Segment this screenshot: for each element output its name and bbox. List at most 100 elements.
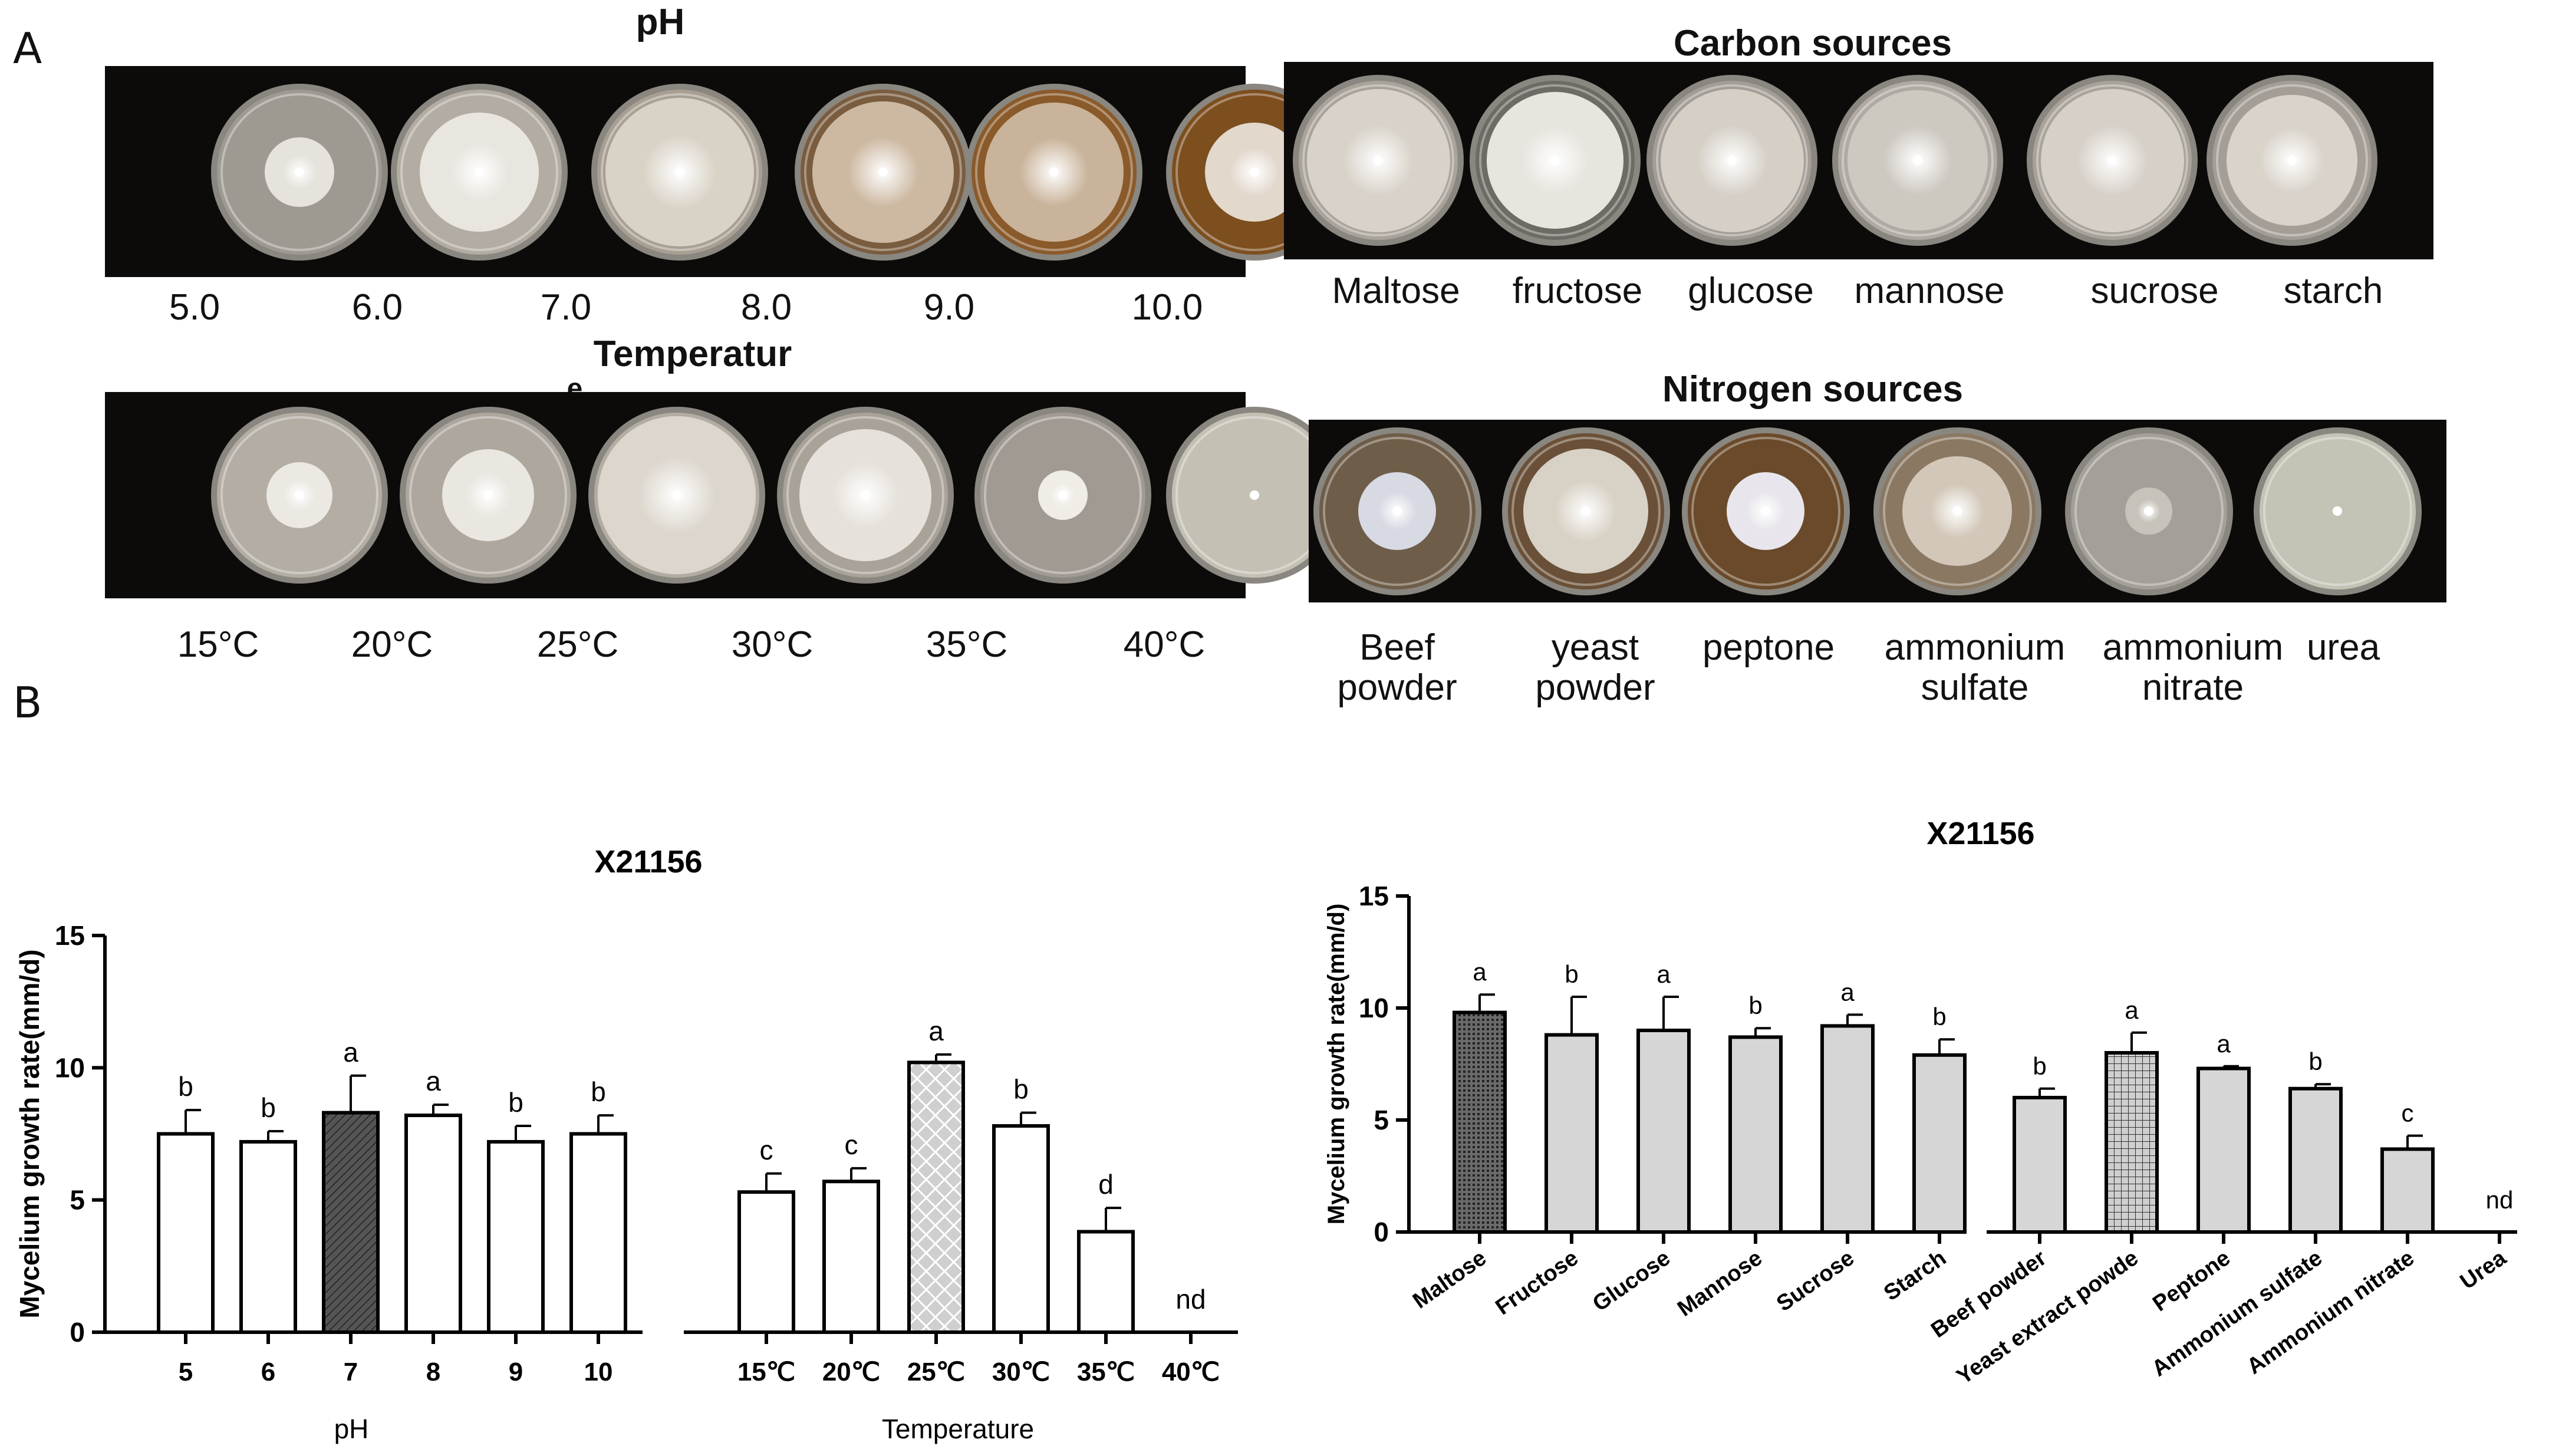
- x-tick-label: Fructose: [1491, 1246, 1583, 1320]
- x-group-label: pH: [334, 1414, 369, 1444]
- bar: [404, 1114, 462, 1334]
- inoculum-plug: [878, 167, 888, 177]
- dish-rim: [601, 93, 759, 251]
- petri-dish: [2027, 75, 2198, 246]
- plate-label: Maltose: [1332, 271, 1460, 311]
- inoculum-plug: [295, 167, 304, 177]
- petri-dish: [211, 407, 388, 584]
- bar: [2380, 1147, 2435, 1234]
- chart-title: X21156: [1926, 816, 2034, 851]
- plate-label: 15°C: [177, 624, 259, 665]
- significance-letter: b: [178, 1071, 193, 1102]
- petri-dish: [211, 84, 388, 261]
- dish-rim: [2216, 84, 2368, 236]
- bar: [1728, 1035, 1783, 1234]
- x-tick-label: 10: [584, 1358, 613, 1386]
- x-tick-label: 15℃: [737, 1358, 795, 1386]
- nitrogen-section-title: Nitrogen sources: [1662, 369, 1963, 410]
- plate-label: 6.0: [351, 287, 403, 328]
- petri-dish: [391, 84, 568, 261]
- bar: [1820, 1024, 1875, 1234]
- significance-letter: a: [2217, 1030, 2231, 1058]
- dish-rim: [1882, 436, 2032, 586]
- petri-dish: [591, 84, 768, 261]
- x-tick-label: Ammonium nitrate: [2242, 1246, 2419, 1379]
- significance-letter: c: [760, 1135, 773, 1165]
- panel-label-a: A: [13, 24, 42, 73]
- bar: [1544, 1033, 1599, 1234]
- plate-label: mannose: [1854, 271, 2005, 311]
- bar: [2105, 1051, 2159, 1234]
- y-tick-label: 0: [70, 1317, 85, 1348]
- petri-dish: [1646, 75, 1817, 246]
- inoculum-plug: [483, 490, 493, 500]
- significance-letter: a: [1656, 960, 1671, 988]
- y-tick-label: 0: [1374, 1217, 1389, 1247]
- plate-label: 25°C: [536, 624, 619, 665]
- inoculum-plug: [1761, 506, 1770, 516]
- plate-label: 9.0: [923, 287, 975, 328]
- plate-label: 8.0: [740, 287, 792, 328]
- x-tick-label: 6: [261, 1358, 275, 1386]
- inoculum-plug: [2107, 156, 2117, 165]
- dish-rim: [1322, 436, 1472, 586]
- petri-dish: [777, 407, 954, 584]
- bar: [1912, 1053, 1967, 1234]
- significance-letter: c: [2402, 1099, 2414, 1127]
- petri-dish: [588, 407, 765, 584]
- petri-dish: [1873, 427, 2041, 595]
- inoculum-plug: [672, 490, 681, 500]
- plate-label: yeast powder: [1535, 627, 1655, 709]
- petri-dish: [1470, 75, 1641, 246]
- significance-letter: a: [426, 1066, 441, 1096]
- bar: [239, 1139, 297, 1335]
- petri-dish: [2207, 75, 2377, 246]
- dish-rim: [786, 416, 944, 574]
- x-tick-label: Ammonium sulfate: [2148, 1246, 2327, 1382]
- dish-rim: [2263, 436, 2412, 586]
- plate-label: Beef powder: [1337, 627, 1457, 709]
- significance-letter: b: [2033, 1052, 2046, 1080]
- significance-letter: b: [2308, 1047, 2322, 1075]
- ph-plates-photo: [105, 66, 1343, 277]
- inoculum-plug: [861, 490, 870, 500]
- petri-dish: [1313, 427, 1481, 595]
- inoculum-plug: [1250, 490, 1259, 500]
- petri-dish: [400, 407, 577, 584]
- significance-letter: nd: [1175, 1284, 1206, 1315]
- plate-label: 35°C: [926, 624, 1008, 665]
- inoculum-plug: [475, 167, 484, 177]
- inoculum-plug: [295, 490, 304, 500]
- inoculum-plug: [1581, 506, 1590, 516]
- plate-label: starch: [2283, 271, 2383, 311]
- inoculum-plug: [675, 167, 684, 177]
- bar: [1636, 1029, 1691, 1234]
- significance-letter: b: [508, 1087, 523, 1118]
- carbon-plates-photo: [1284, 62, 2433, 259]
- significance-letter: b: [1748, 991, 1762, 1019]
- dish-rim: [400, 93, 558, 251]
- x-tick-label: 8: [426, 1358, 440, 1386]
- y-tick-label: 15: [55, 920, 85, 951]
- y-tick-label: 10: [1359, 993, 1389, 1023]
- x-tick-label: 30℃: [992, 1358, 1050, 1386]
- petri-dish: [1293, 75, 1464, 246]
- x-tick-label: Mannose: [1673, 1246, 1767, 1322]
- x-tick-label: Glucose: [1588, 1246, 1675, 1316]
- x-tick-label: Starch: [1879, 1246, 1951, 1306]
- inoculum-plug: [1550, 156, 1560, 165]
- bar: [1453, 1010, 1507, 1234]
- inoculum-plug: [1374, 156, 1383, 165]
- petri-dish: [966, 84, 1142, 261]
- plate-label: 20°C: [351, 624, 433, 665]
- x-tick-label: 40℃: [1162, 1358, 1220, 1386]
- dish-rim: [1479, 84, 1631, 236]
- dish-rim: [975, 93, 1133, 251]
- bar: [157, 1132, 215, 1334]
- x-tick-label: 25℃: [907, 1358, 965, 1386]
- y-axis-label: Mycelium growth rate(mm/d): [14, 949, 45, 1318]
- inoculum-plug: [1058, 490, 1068, 500]
- dish-rim: [1842, 84, 1994, 236]
- inoculum-plug: [1913, 156, 1922, 165]
- inoculum-plug: [2144, 506, 2153, 516]
